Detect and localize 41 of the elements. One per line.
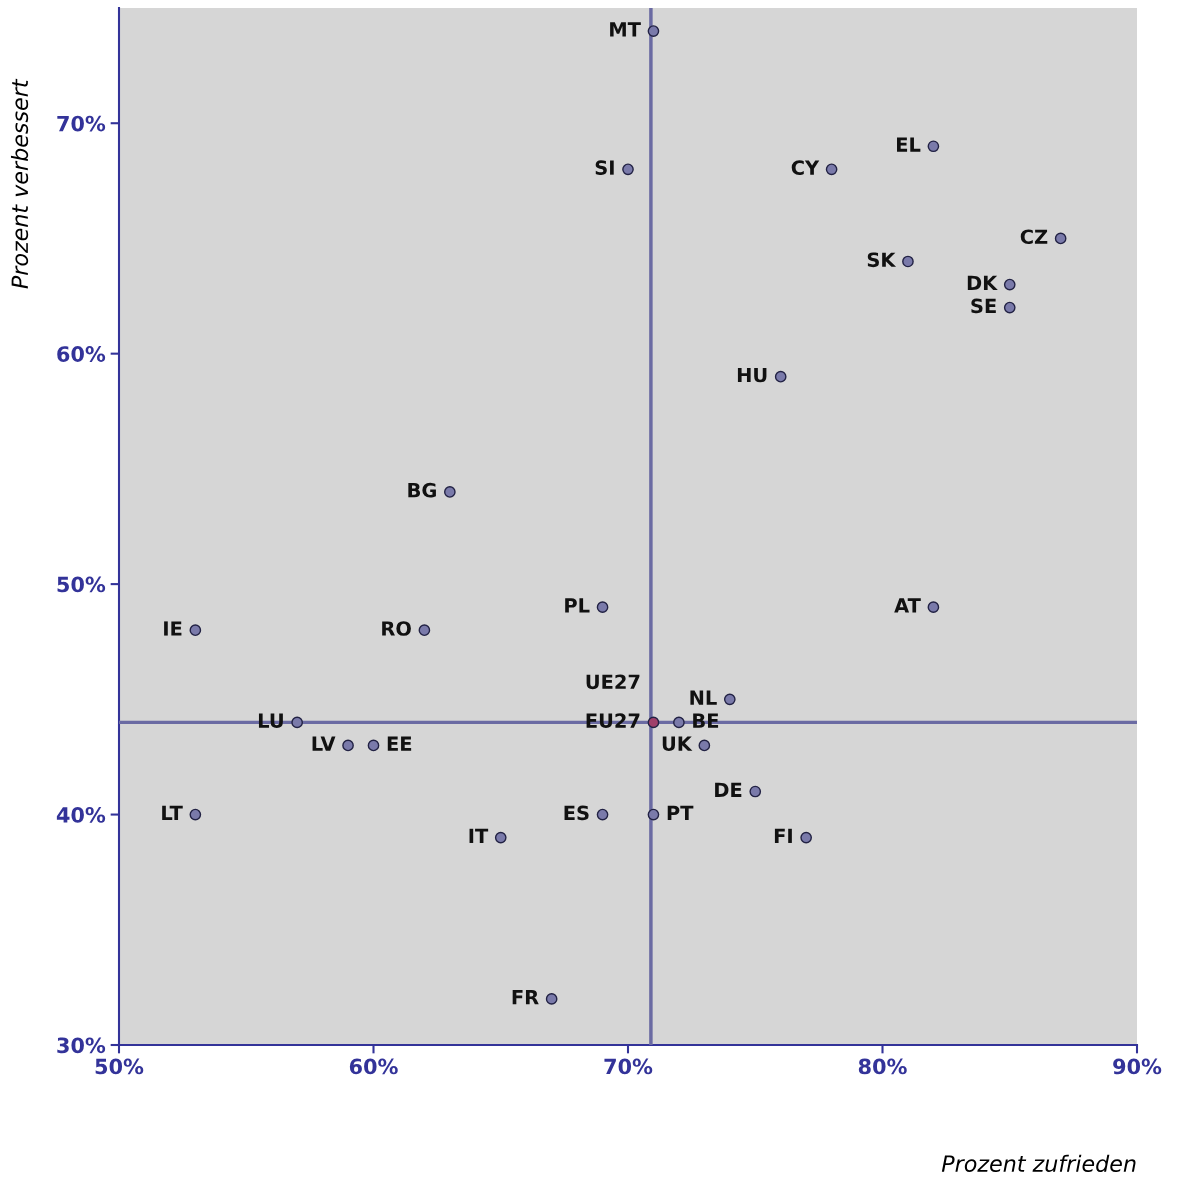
x-axis-title: Prozent zufrieden [941,1154,1136,1172]
annotation: EU27 [586,713,640,729]
x-tick-label: 50% [95,1058,144,1075]
annotation: LV [312,736,336,751]
annotation: EE [387,736,412,751]
annotation: PT [667,805,694,820]
y-tick-label: 60% [57,346,106,362]
annotation: HU [737,367,767,383]
annotation: LU [258,713,283,729]
annotation: FI [774,828,792,843]
y-tick-label: 40% [56,807,106,823]
x-tick-label: 60% [349,1058,398,1075]
annotation: SK [867,252,897,268]
x-tick-label: 70% [604,1058,653,1075]
annotation: BE [693,713,719,728]
annotation: NL [690,690,717,705]
y-tick-label: 50% [57,576,106,593]
annotation: ES [564,805,589,821]
annotation: UK [662,736,693,752]
annotation: EL [897,137,921,152]
annotation: CY [791,160,820,175]
annotation: MT [610,22,641,37]
annotation: FR [512,990,539,1005]
annotation: IE [164,621,182,636]
y-axis-title: Prozent verbessert [10,78,29,289]
annotation: SE [971,298,996,314]
annotation: DE [715,782,742,797]
x-tick-label: 80% [858,1058,907,1075]
annotation: CZ [1020,229,1048,245]
annotation: SI [595,160,614,175]
annotation: LT [162,805,183,820]
y-tick-label: 70% [57,115,106,132]
annotation: BG [408,482,436,498]
annotation: IT [469,828,489,843]
annotation: RO [382,621,411,636]
annotation: UE27 [586,674,640,690]
y-tick-label: 30% [57,1037,106,1054]
x-tick-label: 90% [1113,1058,1162,1075]
annotation: AT [894,598,921,613]
annotation: PL [565,598,590,613]
annotation: DK [967,275,998,290]
